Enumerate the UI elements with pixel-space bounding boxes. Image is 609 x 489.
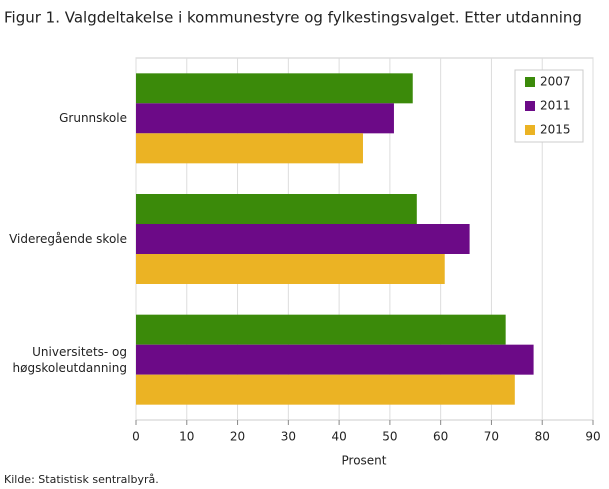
bar — [136, 224, 470, 254]
y-tick-label: Videregående skole — [9, 232, 127, 246]
bar — [136, 194, 417, 224]
y-tick-label: Grunnskole — [59, 111, 127, 126]
legend-label: 2015 — [540, 123, 571, 137]
legend-label: 2007 — [540, 75, 571, 89]
bar — [136, 133, 363, 164]
x-tick-label: 50 — [382, 430, 397, 444]
bar — [136, 344, 534, 375]
bar — [136, 254, 445, 284]
legend-label: 2011 — [540, 99, 571, 113]
bar — [136, 73, 413, 104]
bar — [136, 374, 515, 405]
x-tick-label: 10 — [179, 430, 194, 444]
x-tick-label: 30 — [281, 430, 296, 444]
x-tick-label: 0 — [132, 430, 140, 444]
x-tick-label: 60 — [433, 430, 448, 444]
legend-swatch — [525, 125, 535, 135]
x-tick-label: 40 — [331, 430, 346, 444]
x-tick-label: 90 — [585, 430, 600, 444]
x-axis-label: Prosent — [342, 454, 387, 468]
legend-swatch — [525, 77, 535, 87]
y-tick-label: Universitets- og høgskoleutdanning — [12, 344, 127, 375]
chart-title: Figur 1. Valgdeltakelse i kommunestyre o… — [4, 9, 582, 27]
bar — [136, 103, 394, 134]
x-tick-label: 20 — [230, 430, 245, 444]
legend-swatch — [525, 101, 535, 111]
source: Kilde: Statistisk sentralbyrå. — [4, 473, 159, 486]
x-tick-label: 80 — [535, 430, 550, 444]
bar — [136, 314, 506, 345]
x-tick-label: 70 — [484, 430, 499, 444]
